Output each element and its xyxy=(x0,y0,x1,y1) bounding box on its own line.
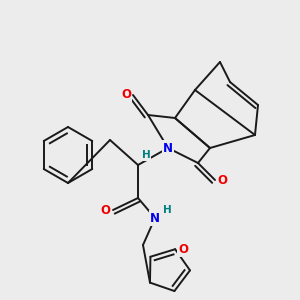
Text: H: H xyxy=(163,205,171,215)
Text: N: N xyxy=(150,212,160,224)
Text: O: O xyxy=(121,88,131,101)
Text: O: O xyxy=(217,173,227,187)
Text: O: O xyxy=(178,243,188,256)
Text: N: N xyxy=(163,142,173,154)
Text: O: O xyxy=(100,203,110,217)
Text: H: H xyxy=(142,150,150,160)
